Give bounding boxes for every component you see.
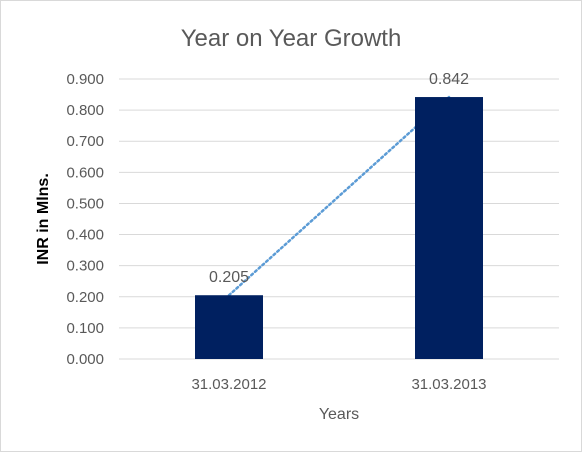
data-label: 0.205 [209,269,249,286]
trendline-layer [227,95,451,297]
y-tick-label: 0.300 [66,258,104,275]
x-axis-title: Years [319,406,359,423]
data-labels: 0.205 0.842 [209,71,469,286]
gridlines [119,78,559,360]
bar [195,295,263,359]
y-tick-label: 0.600 [66,164,104,181]
bars [195,97,483,360]
chart-title: Year on Year Growth [181,25,402,52]
data-label: 0.842 [429,71,469,88]
bar [415,97,483,360]
y-tick-label: 0.200 [66,289,104,306]
x-tick-label: 31.03.2012 [191,376,266,393]
y-tick-label: 0.000 [66,351,104,368]
y-tick-label: 0.500 [66,195,104,212]
y-tick-label: 0.100 [66,320,104,337]
x-axis-ticks: 31.03.2012 31.03.2013 [191,376,486,393]
y-axis-title: INR in Mlns. [35,173,52,265]
y-tick-label: 0.800 [66,102,104,119]
y-tick-label: 0.400 [66,227,104,244]
y-tick-label: 0.700 [66,133,104,150]
y-tick-label: 0.900 [66,71,104,88]
x-tick-label: 31.03.2013 [411,376,486,393]
trendline [227,95,451,297]
y-axis-ticks: 0.000 0.100 0.200 0.300 0.400 0.500 0.600 0.700… [66,71,104,368]
